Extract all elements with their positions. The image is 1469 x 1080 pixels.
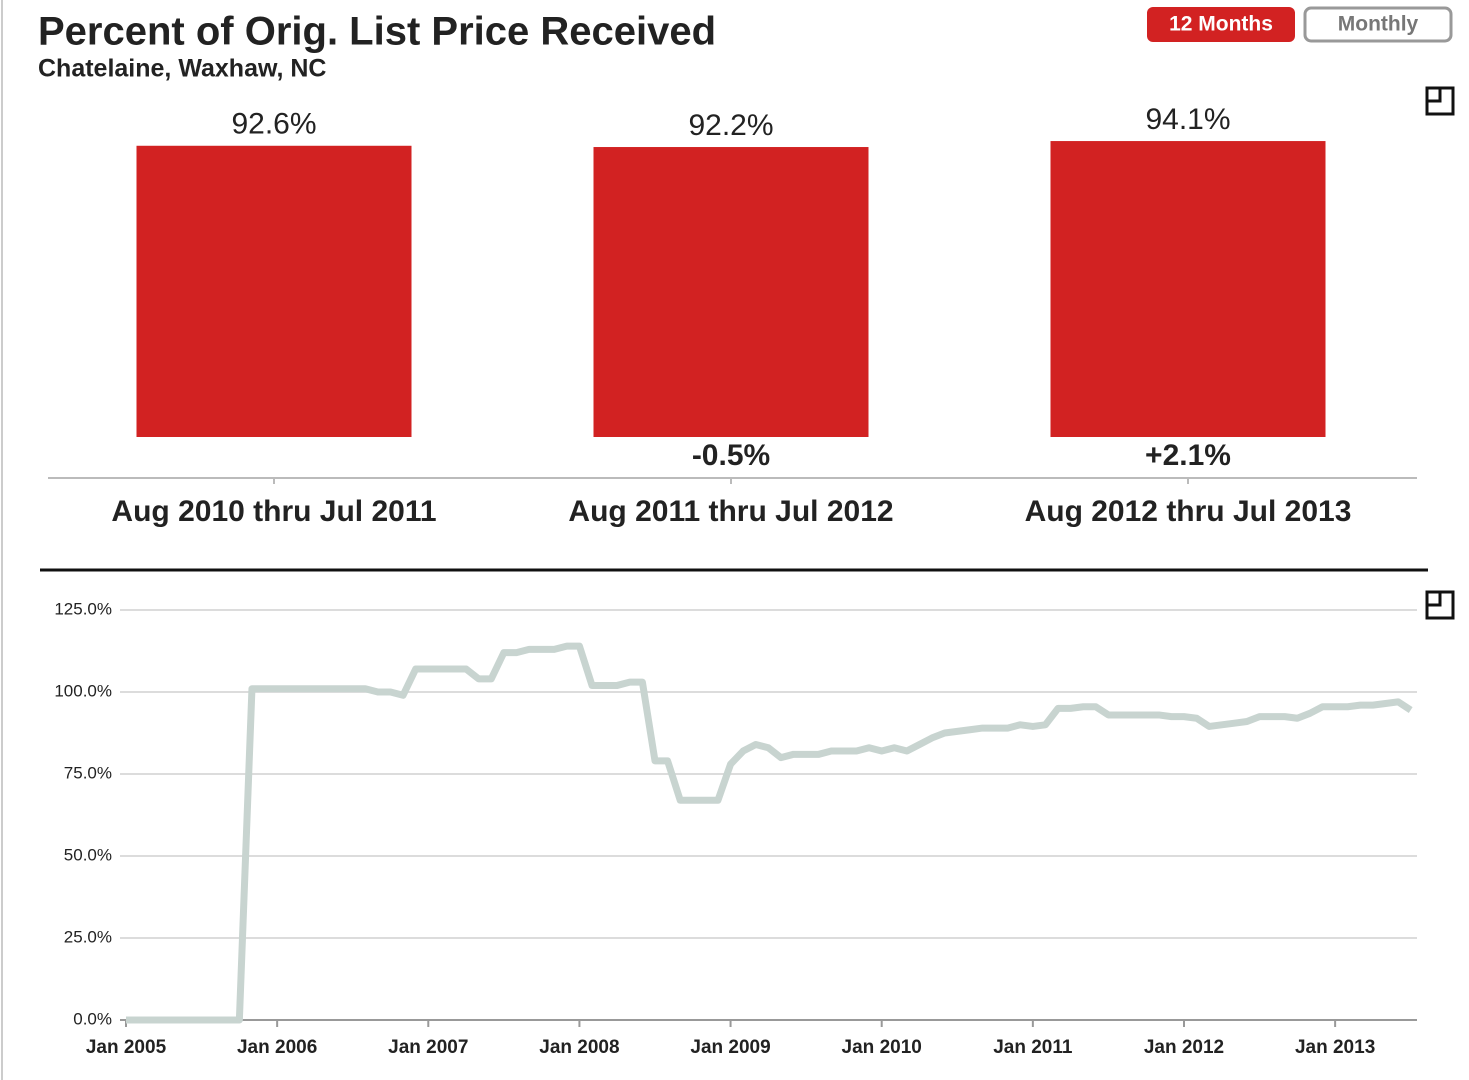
x-tick-label: Aug 2012 thru Jul 2013 xyxy=(1025,495,1352,528)
button-label: 12 Months xyxy=(1169,13,1273,36)
x-tick-label: Jan 2006 xyxy=(237,1037,317,1058)
x-tick-label: Jan 2011 xyxy=(993,1037,1073,1058)
bar xyxy=(136,145,412,437)
value-label: 92.6% xyxy=(231,108,316,141)
y-tick-label: 0.0% xyxy=(73,1009,112,1028)
12-months-button[interactable]: 12 Months xyxy=(1147,7,1295,42)
x-tick-label: Jan 2007 xyxy=(388,1037,468,1058)
y-tick-label: 100.0% xyxy=(54,681,112,700)
data-line xyxy=(126,642,1413,1024)
button-bg xyxy=(1147,7,1295,42)
x-tick-label: Jan 2009 xyxy=(690,1037,770,1058)
x-tick-label: Aug 2010 thru Jul 2011 xyxy=(111,495,436,528)
x-tick-label: Jan 2005 xyxy=(86,1037,167,1058)
value-label: 92.2% xyxy=(688,109,773,142)
change-label: -0.5% xyxy=(692,439,770,472)
expand-icon[interactable] xyxy=(1425,590,1455,620)
value-label: 94.1% xyxy=(1145,103,1230,136)
y-tick-label: 75.0% xyxy=(64,763,112,782)
x-tick-label: Aug 2011 thru Jul 2012 xyxy=(568,495,893,528)
x-tick-label: Jan 2008 xyxy=(539,1037,619,1058)
y-tick-label: 50.0% xyxy=(64,845,112,864)
x-tick-label: Jan 2012 xyxy=(1144,1037,1224,1058)
chart-subtitle: Chatelaine, Waxhaw, NC xyxy=(38,55,327,83)
x-tick-label: Jan 2013 xyxy=(1295,1037,1375,1058)
bar xyxy=(593,147,869,437)
expand-icon[interactable] xyxy=(1425,86,1455,116)
monthly-button[interactable]: Monthly xyxy=(1303,6,1453,43)
y-tick-label: 125.0% xyxy=(54,599,112,618)
x-tick-label: Jan 2010 xyxy=(842,1037,922,1058)
change-label: +2.1% xyxy=(1145,439,1231,472)
y-tick-label: 25.0% xyxy=(64,927,112,946)
button-label: Monthly xyxy=(1338,13,1419,36)
chart-title: Percent of Orig. List Price Received xyxy=(38,10,716,54)
bar xyxy=(1050,141,1326,438)
button-bg xyxy=(1303,6,1453,43)
